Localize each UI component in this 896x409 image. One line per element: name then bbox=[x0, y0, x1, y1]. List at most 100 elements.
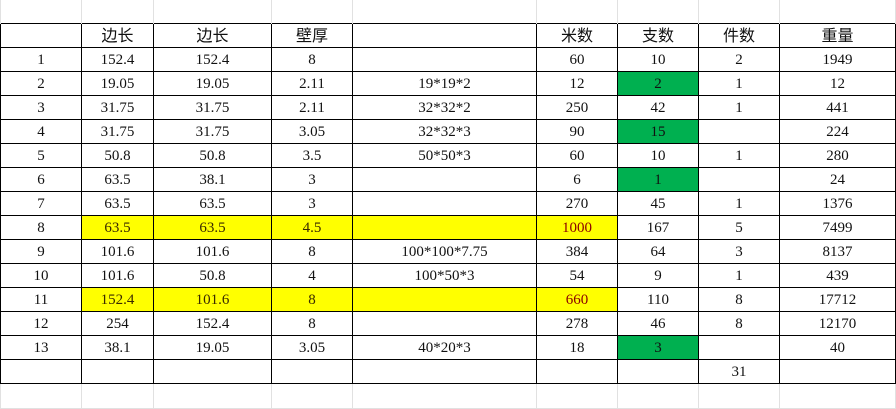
cell-bundles[interactable]: 1 bbox=[698, 71, 780, 96]
empty-cell[interactable] bbox=[81, 0, 154, 24]
header-cell-side-length-b[interactable]: 边长 bbox=[153, 23, 272, 48]
cell-wall-thickness[interactable]: 4 bbox=[271, 263, 353, 288]
cell-index[interactable]: 12 bbox=[0, 311, 82, 336]
empty-cell[interactable] bbox=[352, 0, 537, 24]
header-cell-weight[interactable]: 重量 bbox=[779, 23, 896, 48]
cell-bundles[interactable]: 8 bbox=[698, 287, 780, 312]
cell-index[interactable]: 5 bbox=[0, 143, 82, 168]
cell-index[interactable]: 1 bbox=[0, 47, 82, 72]
cell-meters[interactable]: 12 bbox=[536, 71, 618, 96]
cell-pieces[interactable]: 2 bbox=[617, 71, 699, 96]
cell-weight[interactable]: 1376 bbox=[779, 191, 896, 216]
cell-wall-thickness[interactable]: 3.5 bbox=[271, 143, 353, 168]
cell-weight[interactable]: 12170 bbox=[779, 311, 896, 336]
cell-meters[interactable]: 60 bbox=[536, 143, 618, 168]
empty-cell[interactable] bbox=[536, 383, 618, 409]
cell-side-length-b[interactable]: 31.75 bbox=[153, 95, 272, 120]
cell-spec[interactable] bbox=[352, 287, 537, 312]
empty-cell[interactable] bbox=[779, 0, 896, 24]
empty-cell[interactable] bbox=[352, 383, 537, 409]
empty-cell[interactable] bbox=[698, 383, 780, 409]
header-cell-pieces[interactable]: 支数 bbox=[617, 23, 699, 48]
cell-spec[interactable]: 100*50*3 bbox=[352, 263, 537, 288]
cell-wall-thickness[interactable]: 3 bbox=[271, 191, 353, 216]
cell-spec[interactable]: 19*19*2 bbox=[352, 71, 537, 96]
cell-spec[interactable]: 32*32*3 bbox=[352, 119, 537, 144]
cell-bundles[interactable]: 3 bbox=[698, 239, 780, 264]
cell-index[interactable]: 3 bbox=[0, 95, 82, 120]
empty-cell[interactable] bbox=[0, 0, 82, 24]
cell-index[interactable]: 4 bbox=[0, 119, 82, 144]
cell-bundles[interactable]: 1 bbox=[698, 263, 780, 288]
cell-meters[interactable]: 1000 bbox=[536, 215, 618, 240]
cell-side-length-b[interactable]: 152.4 bbox=[153, 47, 272, 72]
cell-spec[interactable] bbox=[352, 215, 537, 240]
cell-side-length-a[interactable]: 101.6 bbox=[81, 263, 154, 288]
cell-side-length-a[interactable] bbox=[81, 359, 154, 384]
cell-pieces[interactable]: 42 bbox=[617, 95, 699, 120]
cell-weight[interactable]: 7499 bbox=[779, 215, 896, 240]
cell-index[interactable]: 6 bbox=[0, 167, 82, 192]
cell-spec[interactable]: 100*100*7.75 bbox=[352, 239, 537, 264]
cell-pieces[interactable]: 10 bbox=[617, 143, 699, 168]
empty-cell[interactable] bbox=[153, 0, 272, 24]
cell-side-length-b[interactable]: 101.6 bbox=[153, 239, 272, 264]
cell-side-length-b[interactable]: 50.8 bbox=[153, 143, 272, 168]
cell-side-length-a[interactable]: 63.5 bbox=[81, 191, 154, 216]
cell-index[interactable]: 2 bbox=[0, 71, 82, 96]
cell-side-length-b[interactable]: 31.75 bbox=[153, 119, 272, 144]
cell-pieces[interactable]: 110 bbox=[617, 287, 699, 312]
cell-pieces[interactable]: 167 bbox=[617, 215, 699, 240]
cell-meters[interactable]: 270 bbox=[536, 191, 618, 216]
cell-side-length-a[interactable]: 152.4 bbox=[81, 47, 154, 72]
cell-index[interactable]: 8 bbox=[0, 215, 82, 240]
cell-side-length-b[interactable]: 19.05 bbox=[153, 71, 272, 96]
cell-bundles[interactable]: 1 bbox=[698, 95, 780, 120]
cell-side-length-a[interactable]: 254 bbox=[81, 311, 154, 336]
cell-side-length-b[interactable]: 152.4 bbox=[153, 311, 272, 336]
cell-wall-thickness[interactable] bbox=[271, 359, 353, 384]
cell-index[interactable] bbox=[0, 359, 82, 384]
cell-meters[interactable]: 278 bbox=[536, 311, 618, 336]
cell-wall-thickness[interactable]: 3.05 bbox=[271, 119, 353, 144]
empty-cell[interactable] bbox=[153, 383, 272, 409]
cell-side-length-b[interactable]: 19.05 bbox=[153, 335, 272, 360]
cell-pieces[interactable]: 64 bbox=[617, 239, 699, 264]
cell-spec[interactable] bbox=[352, 167, 537, 192]
cell-side-length-b[interactable]: 101.6 bbox=[153, 287, 272, 312]
cell-bundles[interactable]: 31 bbox=[698, 359, 780, 384]
cell-weight[interactable] bbox=[779, 359, 896, 384]
cell-weight[interactable]: 441 bbox=[779, 95, 896, 120]
cell-side-length-b[interactable] bbox=[153, 359, 272, 384]
empty-cell[interactable] bbox=[536, 0, 618, 24]
cell-pieces[interactable]: 9 bbox=[617, 263, 699, 288]
cell-spec[interactable] bbox=[352, 311, 537, 336]
empty-cell[interactable] bbox=[271, 0, 353, 24]
cell-side-length-b[interactable]: 38.1 bbox=[153, 167, 272, 192]
cell-spec[interactable] bbox=[352, 191, 537, 216]
cell-weight[interactable]: 224 bbox=[779, 119, 896, 144]
cell-wall-thickness[interactable]: 2.11 bbox=[271, 71, 353, 96]
cell-pieces[interactable]: 45 bbox=[617, 191, 699, 216]
header-cell-bundles[interactable]: 件数 bbox=[698, 23, 780, 48]
cell-wall-thickness[interactable]: 8 bbox=[271, 311, 353, 336]
cell-pieces[interactable]: 3 bbox=[617, 335, 699, 360]
cell-index[interactable]: 13 bbox=[0, 335, 82, 360]
cell-index[interactable]: 10 bbox=[0, 263, 82, 288]
cell-bundles[interactable]: 2 bbox=[698, 47, 780, 72]
cell-side-length-a[interactable]: 101.6 bbox=[81, 239, 154, 264]
cell-spec[interactable] bbox=[352, 359, 537, 384]
cell-wall-thickness[interactable]: 8 bbox=[271, 239, 353, 264]
cell-bundles[interactable]: 1 bbox=[698, 143, 780, 168]
cell-meters[interactable]: 250 bbox=[536, 95, 618, 120]
cell-bundles[interactable] bbox=[698, 119, 780, 144]
cell-weight[interactable]: 17712 bbox=[779, 287, 896, 312]
cell-side-length-a[interactable]: 31.75 bbox=[81, 119, 154, 144]
header-cell-wall-thickness[interactable]: 壁厚 bbox=[271, 23, 353, 48]
cell-bundles[interactable]: 5 bbox=[698, 215, 780, 240]
cell-meters[interactable] bbox=[536, 359, 618, 384]
cell-bundles[interactable]: 8 bbox=[698, 311, 780, 336]
cell-bundles[interactable] bbox=[698, 335, 780, 360]
cell-wall-thickness[interactable]: 3 bbox=[271, 167, 353, 192]
cell-side-length-b[interactable]: 50.8 bbox=[153, 263, 272, 288]
